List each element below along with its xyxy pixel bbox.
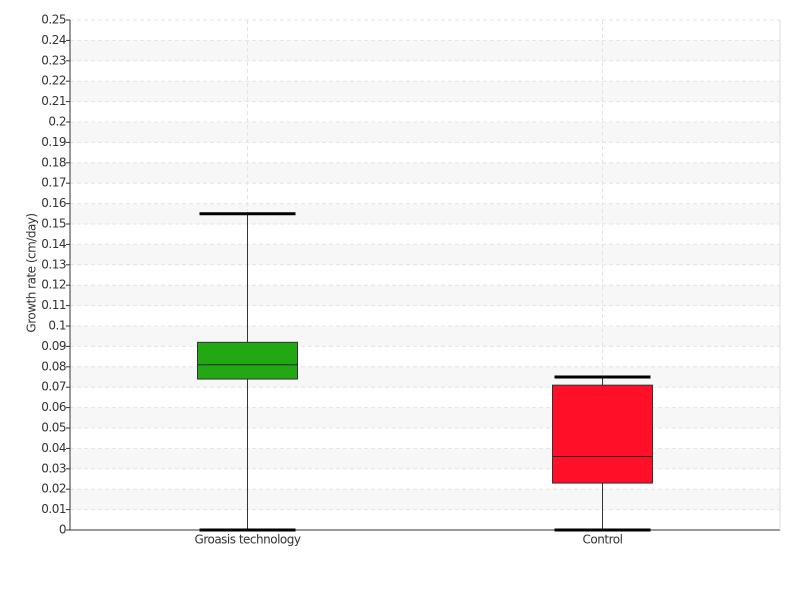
y-tick-label: 0.25 (41, 13, 66, 27)
grid-band (70, 326, 780, 347)
grid-band (70, 489, 780, 510)
y-axis-label: Growth rate (cm/day) (25, 213, 39, 332)
y-tick-label: 0.11 (41, 298, 66, 312)
y-tick-label: 0.23 (41, 53, 66, 67)
y-tick-label: 0.2 (48, 115, 66, 129)
y-tick-label: 0.14 (41, 237, 66, 251)
y-tick-label: 0.19 (41, 135, 66, 149)
y-tick-label: 0.13 (41, 257, 66, 271)
y-tick-label: 0.12 (41, 278, 66, 292)
x-tick-label: Groasis technology (195, 533, 301, 547)
y-tick-label: 0.09 (41, 339, 66, 353)
y-tick-label: 0.08 (41, 359, 66, 373)
y-tick-label: 0.17 (41, 176, 66, 190)
box (197, 341, 298, 380)
grid-band (70, 244, 780, 265)
y-tick-label: 0.22 (41, 74, 66, 88)
grid-band (70, 285, 780, 306)
y-tick-label: 0.21 (41, 94, 66, 108)
y-tick-label: 0.24 (41, 33, 66, 47)
grid-band (70, 81, 780, 102)
grid-band (70, 203, 780, 224)
grid-band (70, 40, 780, 61)
y-tick-label: 0.1 (48, 319, 66, 333)
y-tick-label: 0.04 (41, 441, 66, 455)
box (552, 384, 653, 484)
y-tick-label: 0 (59, 523, 66, 537)
grid-band (70, 162, 780, 184)
grid-band (70, 448, 780, 469)
y-tick-label: 0.07 (41, 380, 66, 394)
y-tick-label: 0.03 (41, 461, 66, 475)
x-tick-label: Control (583, 533, 623, 547)
grid-band (70, 122, 780, 143)
y-tick-label: 0.18 (41, 155, 66, 169)
y-tick-label: 0.05 (41, 421, 66, 435)
grid-band (70, 366, 780, 388)
y-tick-label: 0.15 (41, 217, 66, 231)
y-tick-label: 0.06 (41, 400, 66, 414)
grid-band (70, 407, 780, 428)
y-tick-label: 0.16 (41, 196, 66, 210)
y-tick-label: 0.01 (41, 502, 66, 516)
y-tick-label: 0.02 (41, 482, 66, 496)
